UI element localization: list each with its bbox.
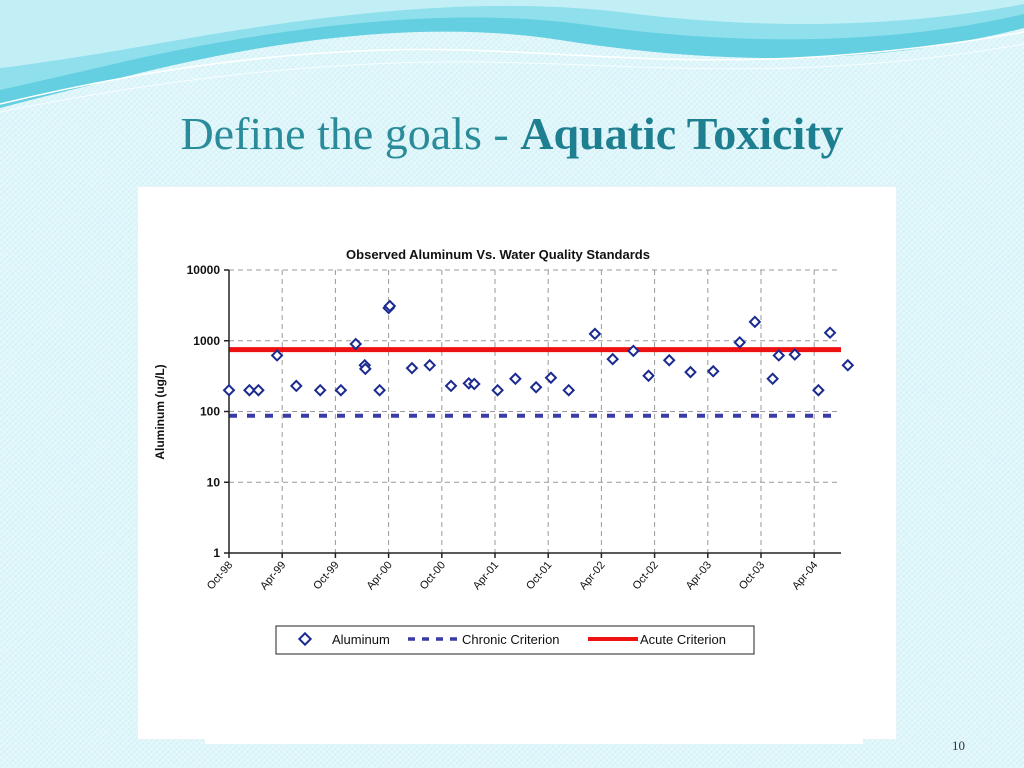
x-tick-label: Oct-99 (311, 559, 341, 592)
y-tick-label: 1 (213, 546, 220, 560)
criteria-lines (229, 347, 841, 418)
chart-grid (229, 269, 841, 553)
aluminum-data-point (748, 315, 762, 329)
aluminum-data-point (509, 372, 522, 386)
wave-line-2 (0, 43, 1024, 113)
y-tick-label: 100 (200, 405, 220, 419)
slide-title-main: Define the goals - (180, 108, 509, 159)
chart-axes (224, 269, 841, 558)
aluminum-data-point (642, 369, 655, 383)
wave-shape-3 (0, 0, 1024, 68)
aluminum-data-point (662, 353, 676, 367)
aluminum-data-point (252, 383, 265, 397)
aluminum-data-point (684, 365, 697, 379)
legend-aluminum-label: Aluminum (332, 632, 390, 647)
slide-number: 10 (952, 738, 965, 753)
legend-acute-label: Acute Criterion (640, 632, 726, 647)
aluminum-data-point (788, 348, 802, 361)
legend-aluminum-marker (297, 631, 313, 647)
x-tick-label: Oct-01 (524, 559, 554, 592)
aluminum-data-point (423, 358, 437, 372)
aluminum-data-point (588, 327, 602, 341)
x-tick-label: Apr-04 (790, 559, 820, 592)
legend-chronic-label: Chronic Criterion (462, 632, 560, 647)
panel-bottom-strip (205, 738, 863, 744)
y-tick-label: 10000 (187, 263, 221, 277)
aluminum-data-point (313, 383, 327, 397)
aluminum-data-point (444, 379, 458, 393)
aluminum-data-point (270, 349, 284, 362)
aluminum-data-point (562, 383, 576, 397)
aluminum-chart: Observed Aluminum Vs. Water Quality Stan… (153, 247, 855, 655)
x-tick-label: Apr-00 (364, 559, 394, 592)
slide-title: Define the goals - Aquatic Toxicity (0, 104, 1024, 164)
aluminum-data-point (405, 361, 419, 375)
aluminum-data-point (823, 326, 837, 340)
y-axis-label: Aluminum (ug/L) (153, 364, 167, 459)
aluminum-data-point (243, 383, 256, 397)
aluminum-data-point (358, 362, 372, 376)
x-tick-label: Oct-03 (737, 559, 767, 592)
x-tick-label: Apr-01 (471, 559, 501, 592)
aluminum-data-point (733, 335, 747, 349)
aluminum-data-point (467, 377, 481, 391)
x-axis-tick-labels: Oct-98 Apr-99 Oct-99 Apr-00 Oct-00 Apr-01 Oct-… (205, 559, 821, 592)
aluminum-data-point (373, 383, 386, 397)
aluminum-data-point (627, 344, 640, 358)
aluminum-data-point (812, 383, 825, 397)
aluminum-data-point (222, 383, 236, 397)
y-tick-label: 1000 (193, 334, 220, 348)
chart-legend: Aluminum Chronic Criterion Acute Criteri… (275, 625, 755, 655)
y-axis-tick-labels: 10000 1000 100 10 1 (187, 263, 221, 560)
y-tick-label: 10 (207, 475, 221, 489)
aluminum-data-point (772, 349, 786, 362)
aluminum-data-point (606, 352, 620, 366)
chart-panel: Observed Aluminum Vs. Water Quality Stan… (138, 187, 896, 739)
chart-title: Observed Aluminum Vs. Water Quality Stan… (346, 247, 650, 262)
aluminum-data-point (383, 299, 397, 313)
aluminum-data-point (334, 383, 348, 397)
aluminum-data-point (529, 380, 543, 394)
aluminum-data-point (289, 379, 303, 393)
aluminum-data-point (544, 371, 558, 385)
x-tick-label: Oct-00 (418, 559, 448, 592)
aluminum-data-point (349, 337, 363, 351)
aluminum-data-point (491, 383, 504, 397)
aluminum-data-point (766, 372, 780, 386)
x-tick-label: Apr-02 (577, 559, 607, 592)
decorative-wave-header (0, 0, 1024, 113)
slide-title-emphasis: Aquatic Toxicity (520, 108, 844, 159)
legend-box (275, 625, 755, 655)
x-tick-label: Oct-02 (630, 559, 660, 592)
aluminum-data-point (841, 358, 855, 372)
aluminum-data-points (222, 299, 855, 397)
x-tick-label: Apr-03 (684, 559, 714, 592)
x-tick-label: Apr-99 (258, 559, 288, 592)
aluminum-data-point (706, 364, 720, 378)
wave-line-1 (0, 31, 1024, 105)
x-tick-label: Oct-98 (205, 559, 235, 592)
